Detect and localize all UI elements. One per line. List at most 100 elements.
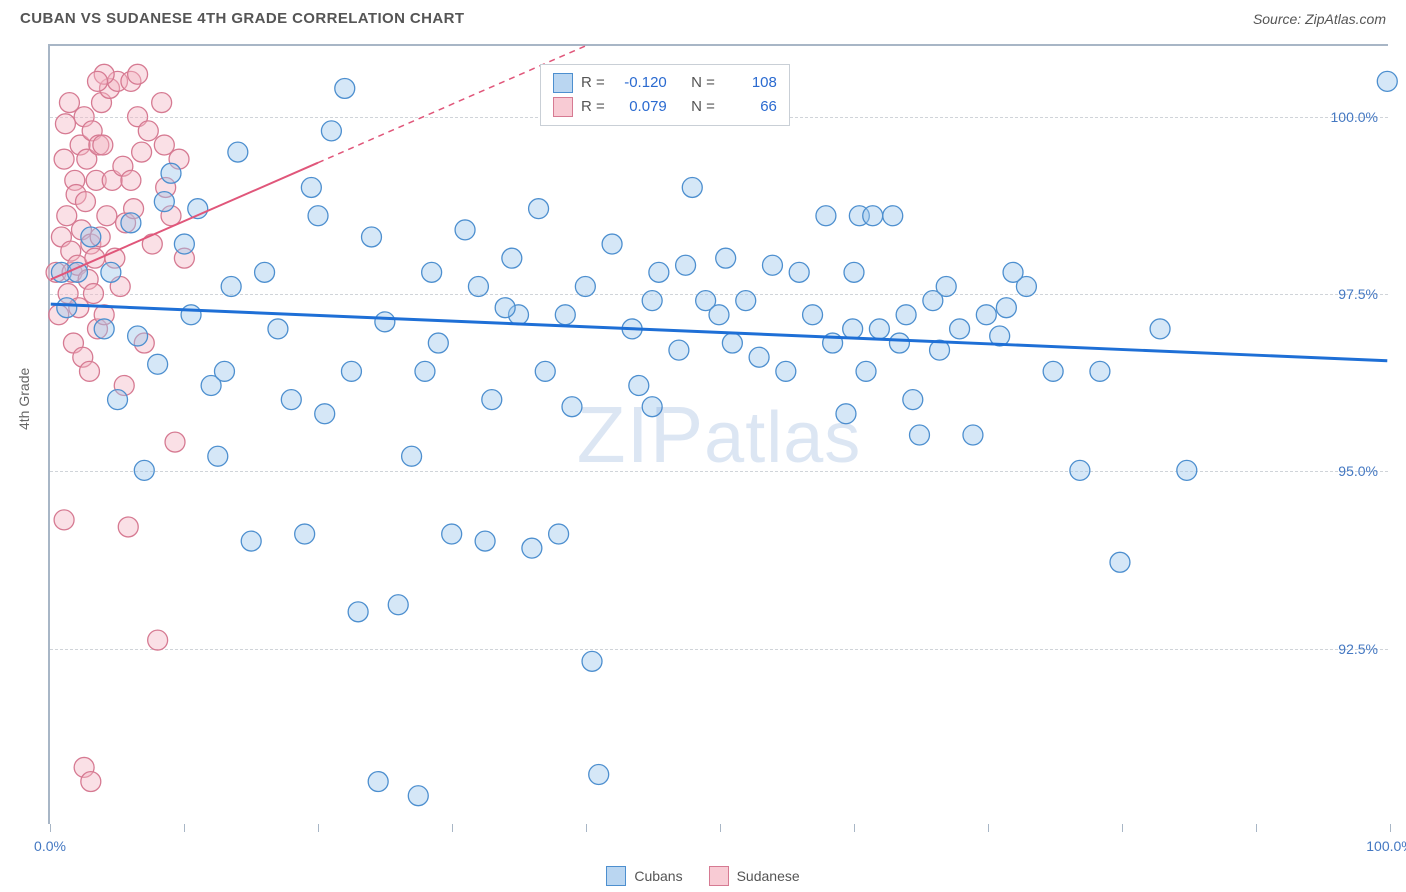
n-prefix: N = xyxy=(691,71,715,95)
data-point xyxy=(889,333,909,353)
data-point xyxy=(301,177,321,197)
data-point xyxy=(923,291,943,311)
chart-title: CUBAN VS SUDANESE 4TH GRADE CORRELATION … xyxy=(20,10,464,27)
data-point xyxy=(118,517,138,537)
data-point xyxy=(736,291,756,311)
data-point xyxy=(1177,460,1197,480)
data-point xyxy=(88,71,108,91)
data-point xyxy=(81,772,101,792)
data-point xyxy=(208,446,228,466)
x-tick xyxy=(50,824,51,832)
swatch-cubans-icon xyxy=(606,866,626,886)
x-tick-label: 0.0% xyxy=(34,838,66,854)
data-point xyxy=(132,142,152,162)
data-point xyxy=(676,255,696,275)
data-point xyxy=(281,390,301,410)
data-point xyxy=(844,262,864,282)
x-tick xyxy=(586,824,587,832)
data-point xyxy=(335,78,355,98)
swatch-sudanese-icon xyxy=(553,97,573,117)
data-point xyxy=(495,298,515,318)
data-point xyxy=(589,765,609,785)
data-point xyxy=(976,305,996,325)
data-point xyxy=(789,262,809,282)
data-point xyxy=(1043,361,1063,381)
data-point xyxy=(803,305,823,325)
data-point xyxy=(1090,361,1110,381)
r-prefix: R = xyxy=(581,71,605,95)
x-tick xyxy=(1256,824,1257,832)
data-point xyxy=(575,276,595,296)
data-point xyxy=(55,114,75,134)
data-point xyxy=(669,340,689,360)
y-axis-label: 4th Grade xyxy=(16,368,32,430)
data-point xyxy=(241,531,261,551)
data-point xyxy=(341,361,361,381)
data-point xyxy=(642,397,662,417)
data-point xyxy=(348,602,368,622)
x-tick xyxy=(452,824,453,832)
data-point xyxy=(54,510,74,530)
data-point xyxy=(582,651,602,671)
data-point xyxy=(482,390,502,410)
data-point xyxy=(749,347,769,367)
data-point xyxy=(642,291,662,311)
chart-svg xyxy=(50,46,1388,824)
x-tick-label: 100.0% xyxy=(1366,838,1406,854)
data-point xyxy=(152,93,172,113)
data-point xyxy=(455,220,475,240)
swatch-sudanese-icon xyxy=(709,866,729,886)
data-point xyxy=(549,524,569,544)
data-point xyxy=(161,163,181,183)
data-point xyxy=(75,192,95,212)
data-point xyxy=(1377,71,1397,91)
data-point xyxy=(776,361,796,381)
data-point xyxy=(128,326,148,346)
swatch-cubans-icon xyxy=(553,73,573,93)
data-point xyxy=(996,298,1016,318)
stats-legend: R = -0.120 N = 108 R = 0.079 N = 66 xyxy=(540,64,790,126)
sudanese-N: 66 xyxy=(723,95,777,119)
r-prefix: R = xyxy=(581,95,605,119)
data-point xyxy=(315,404,335,424)
data-point xyxy=(93,135,113,155)
data-point xyxy=(843,319,863,339)
data-point xyxy=(94,319,114,339)
data-point xyxy=(863,206,883,226)
data-point xyxy=(896,305,916,325)
legend-item-sudanese: Sudanese xyxy=(709,866,800,886)
source-label: Source: ZipAtlas.com xyxy=(1253,11,1386,27)
bottom-legend: Cubans Sudanese xyxy=(0,866,1406,886)
y-tick-label: 100.0% xyxy=(1331,109,1378,125)
data-point xyxy=(148,354,168,374)
data-point xyxy=(268,319,288,339)
data-point xyxy=(321,121,341,141)
data-point xyxy=(81,227,101,247)
legend-label-sudanese: Sudanese xyxy=(737,868,800,884)
data-point xyxy=(121,213,141,233)
data-point xyxy=(869,319,889,339)
data-point xyxy=(475,531,495,551)
data-point xyxy=(221,276,241,296)
x-tick xyxy=(1390,824,1391,832)
x-tick xyxy=(988,824,989,832)
data-point xyxy=(816,206,836,226)
data-point xyxy=(134,460,154,480)
data-point xyxy=(529,199,549,219)
data-point xyxy=(555,305,575,325)
data-point xyxy=(408,786,428,806)
cubans-N: 108 xyxy=(723,71,777,95)
data-point xyxy=(422,262,442,282)
sudanese-R: 0.079 xyxy=(613,95,667,119)
data-point xyxy=(402,446,422,466)
data-point xyxy=(910,425,930,445)
data-point xyxy=(856,361,876,381)
data-point xyxy=(1070,460,1090,480)
data-point xyxy=(836,404,856,424)
stats-row-cubans: R = -0.120 N = 108 xyxy=(553,71,777,95)
data-point xyxy=(308,206,328,226)
x-tick xyxy=(318,824,319,832)
data-point xyxy=(388,595,408,615)
data-point xyxy=(535,361,555,381)
x-tick xyxy=(184,824,185,832)
